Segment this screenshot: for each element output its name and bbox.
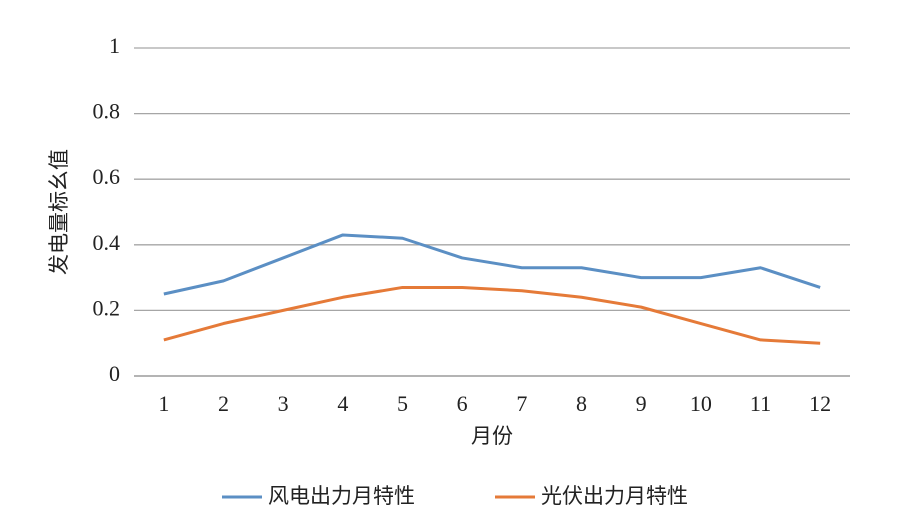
x-tick-label: 2 bbox=[218, 391, 229, 416]
y-tick-label: 0.4 bbox=[93, 230, 121, 255]
x-tick-label: 8 bbox=[576, 391, 587, 416]
x-axis-label: 月份 bbox=[471, 424, 513, 448]
legend-label: 风电出力月特性 bbox=[268, 484, 415, 508]
x-tick-label: 6 bbox=[457, 391, 468, 416]
x-tick-label: 1 bbox=[158, 391, 169, 416]
series-line bbox=[163, 233, 821, 296]
x-tick-label: 5 bbox=[397, 391, 408, 416]
y-tick-label: 0.6 bbox=[93, 164, 121, 189]
x-tick-label: 12 bbox=[809, 391, 831, 416]
x-tick-label: 3 bbox=[278, 391, 289, 416]
x-tick-label: 4 bbox=[337, 391, 348, 416]
x-tick-label: 7 bbox=[516, 391, 527, 416]
legend-label: 光伏出力月特性 bbox=[541, 484, 688, 508]
series-line bbox=[163, 285, 821, 345]
x-tick-label: 11 bbox=[750, 391, 771, 416]
y-tick-label: 0.8 bbox=[93, 99, 121, 124]
x-tick-label: 9 bbox=[636, 391, 647, 416]
y-tick-label: 1 bbox=[109, 33, 120, 58]
x-tick-label: 10 bbox=[690, 391, 712, 416]
y-tick-label: 0 bbox=[109, 361, 120, 386]
y-tick-label: 0.2 bbox=[93, 295, 121, 320]
y-axis-label: 发电量标幺值 bbox=[47, 149, 71, 275]
